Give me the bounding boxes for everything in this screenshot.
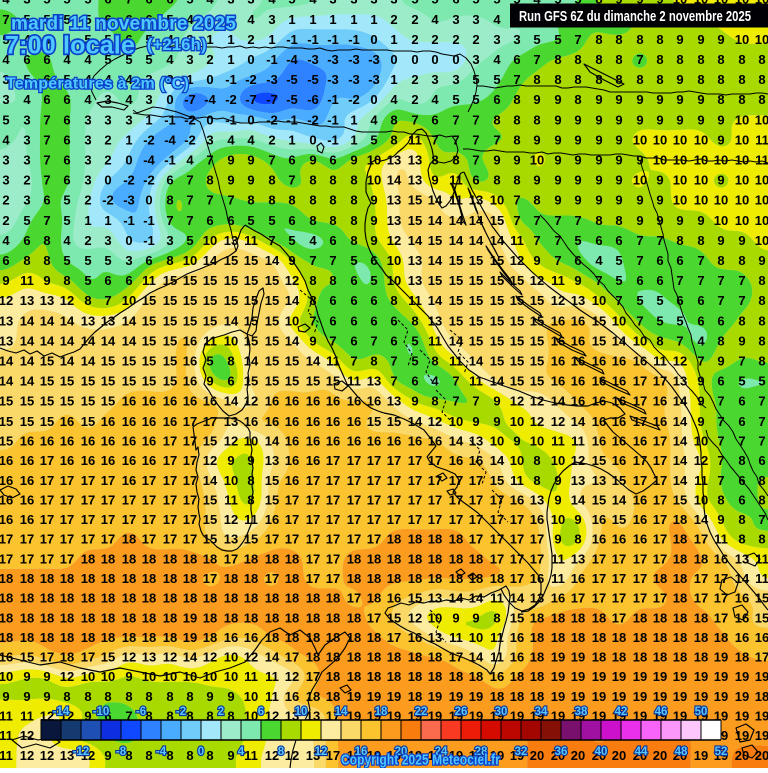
svg-text:mardi 11 novembre 2025: mardi 11 novembre 2025 [11, 14, 236, 35]
svg-text:Copyright 2025 Meteociel.fr: Copyright 2025 Meteociel.fr [341, 753, 500, 769]
svg-text:7:00 locale: 7:00 locale [5, 32, 135, 60]
svg-text:Températures à 2m (°C): Températures à 2m (°C) [6, 76, 189, 93]
svg-text:Run GFS 6Z du dimanche 2 novem: Run GFS 6Z du dimanche 2 novembre 2025 [519, 8, 751, 25]
svg-text:435556766543345433335565554558: 4355567665433454333355655545589991010101… [2, 0, 768, 7]
svg-text:(+216h): (+216h) [147, 36, 207, 54]
